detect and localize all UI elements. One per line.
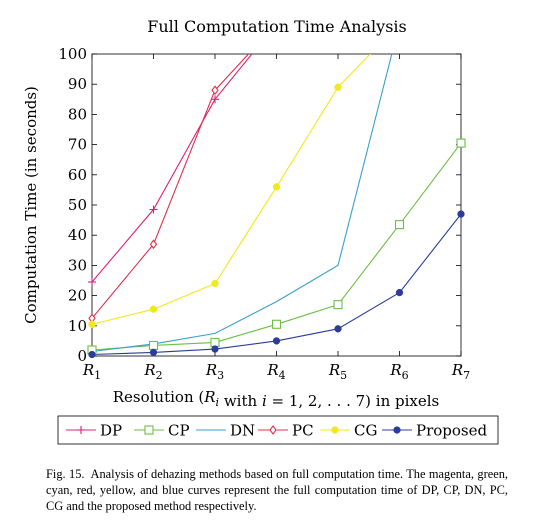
x-tick-label: R1 (82, 361, 101, 382)
legend-item-proposed: Proposed (382, 422, 488, 440)
data-point-dp (88, 278, 96, 287)
series-line-dn (92, 54, 393, 353)
data-point-proposed (334, 325, 342, 333)
series-line-dp (92, 54, 253, 283)
y-tick-label: 90 (68, 75, 87, 93)
data-point-cg (149, 305, 158, 313)
y-tick-label: 30 (68, 256, 87, 274)
data-point-cg (272, 183, 281, 191)
data-point-proposed (211, 345, 219, 353)
data-point-dp (211, 95, 219, 104)
data-point-cg (334, 83, 342, 91)
marker-layer (87, 83, 466, 359)
x-tick-label: R7 (451, 361, 470, 382)
y-tick-label: 70 (68, 136, 87, 154)
data-point-cp (456, 138, 466, 148)
legend-label: PC (292, 422, 314, 440)
legend-marker (144, 425, 154, 435)
y-tick-label: 20 (68, 287, 87, 305)
data-point-proposed (457, 210, 465, 218)
y-tick-label: 40 (68, 226, 87, 244)
y-tick-label: 0 (77, 347, 87, 365)
legend-marker (269, 425, 277, 435)
legend: DP CP DN PC CG Proposed (57, 415, 499, 445)
data-point-dp (149, 205, 158, 214)
data-point-cp (333, 300, 343, 310)
figure-caption: Fig. 15. Analysis of dehazing methods bas… (46, 466, 508, 514)
series-line-proposed (92, 213, 461, 356)
y-axis-label: Computation Time (in seconds) (22, 86, 40, 324)
legend-label: DP (100, 422, 122, 440)
series-line-cg (92, 54, 371, 325)
x-tick-label: R2 (143, 361, 162, 382)
series-line-pc (92, 54, 250, 319)
y-tick-label: 60 (68, 166, 87, 184)
data-point-proposed (88, 350, 96, 359)
legend-item-dn: DN (196, 422, 255, 440)
data-point-pc (149, 239, 158, 250)
legend-label: CG (354, 422, 377, 440)
data-point-cp (210, 337, 220, 347)
chart-title: Full Computation Time Analysis (147, 17, 406, 36)
legend-label: Proposed (416, 422, 488, 440)
y-tick-label: 10 (68, 317, 87, 335)
data-point-pc (211, 85, 219, 96)
legend-item-dp: DP (66, 422, 122, 440)
data-point-cp (148, 340, 159, 350)
x-tick-label: R4 (266, 361, 285, 382)
data-point-cp (271, 319, 282, 329)
y-tick-label: 100 (58, 45, 87, 63)
legend-label: CP (168, 422, 190, 440)
legend-item-cg: CG (320, 422, 377, 440)
line-chart: Full Computation Time Analysis 0 10 20 30 40… (22, 17, 499, 445)
legend-label: DN (230, 422, 255, 440)
series-line-cp (92, 142, 461, 351)
y-tick-label: 80 (68, 105, 87, 123)
data-point-cg (88, 320, 96, 328)
data-point-cp (394, 220, 405, 230)
x-tick-label: R5 (328, 361, 347, 382)
data-point-proposed (395, 288, 404, 297)
data-point-cg (211, 279, 219, 288)
caption-label: Fig. 15. (46, 467, 85, 481)
legend-item-cp: CP (134, 422, 190, 440)
legend-item-pc: PC (258, 422, 314, 440)
axes: 0 10 20 30 40 50 60 70 80 90 100 R1 R2 R3 R4 R5 R6 R7 (58, 45, 470, 382)
x-tick-label: R3 (205, 361, 224, 382)
data-point-proposed (149, 348, 158, 357)
data-point-proposed (272, 337, 281, 345)
legend-marker (77, 426, 85, 434)
y-tick-label: 50 (68, 196, 87, 214)
legend-marker (393, 426, 401, 434)
legend-marker (331, 426, 339, 434)
x-axis-label: Resolution (Ri with i = 1, 2, . . . 7) i… (113, 388, 440, 410)
caption-text: Analysis of dehazing methods based on fu… (46, 467, 508, 513)
x-tick-label: R6 (389, 361, 408, 382)
